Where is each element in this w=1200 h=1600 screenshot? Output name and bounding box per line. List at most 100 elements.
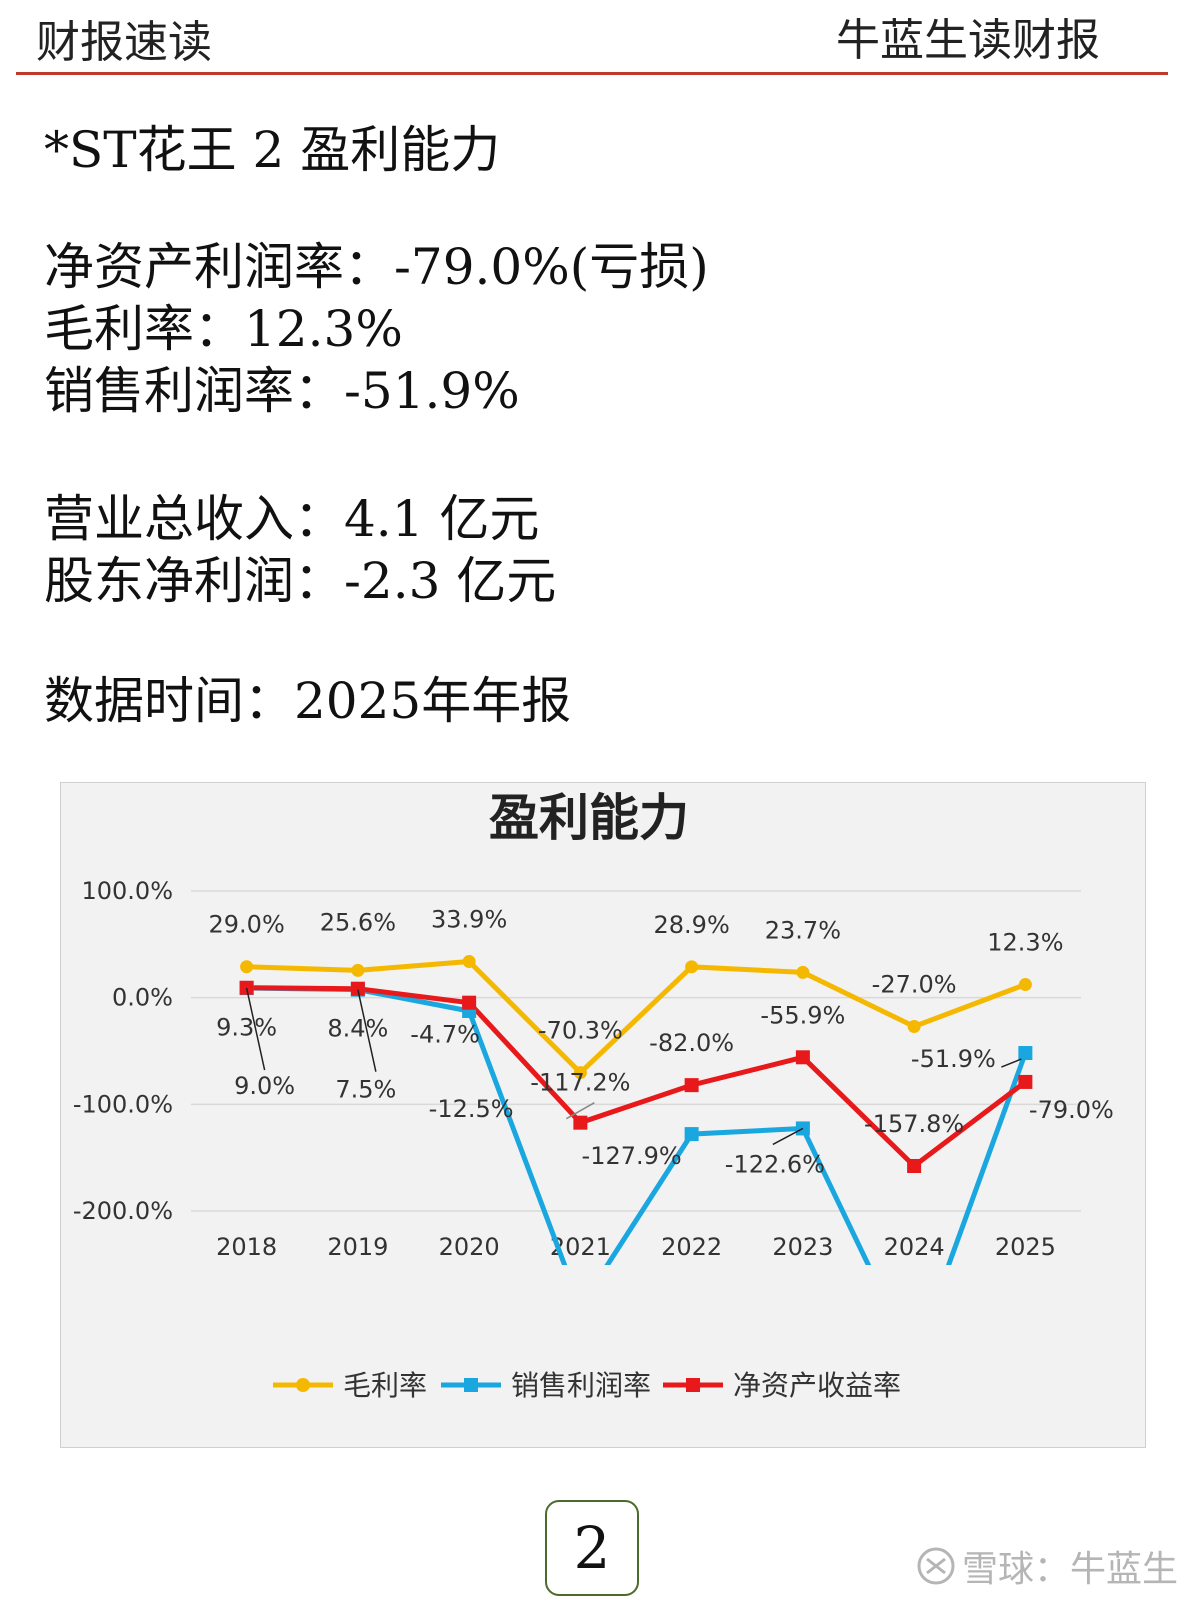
data-label: 12.3% [987,929,1063,957]
legend-marker [296,1378,310,1392]
x-tick-label: 2022 [661,1233,722,1261]
series-marker [351,963,365,977]
chart-markers [239,955,1033,1173]
data-label: -82.0% [649,1029,734,1057]
leader-line [357,989,377,1072]
data-label: 28.9% [654,911,730,939]
net-margin-value: -51.9% [344,362,520,420]
roe-line: 净资产利润率：-79.0%(亏损) [44,236,709,298]
series-line-2 [246,985,1027,1170]
page-number: 2 [545,1500,639,1596]
header-right-title: 牛蓝生读财报 [836,15,1100,66]
series-marker [684,1078,699,1093]
net-profit-value: -2.3 亿元 [344,552,557,610]
data-label: -12.5% [429,1095,514,1123]
page-title: *ST花王 2 盈利能力 [44,121,501,179]
net-margin-line: 销售利润率：-51.9% [44,360,709,422]
data-label: 8.4% [327,1015,388,1043]
page-header: 财报速读 牛蓝生读财报 [0,0,1200,78]
snowball-logo-icon [917,1547,955,1585]
series-marker [1018,978,1032,992]
data-time: 数据时间：2025年年报 [44,670,571,732]
series-marker [573,1066,587,1080]
x-tick-label: 2020 [439,1233,500,1261]
profitability-chart: 盈利能力 100.0% 0.0% -100.0% -200.0% 2018 2019 20… [60,782,1146,1448]
data-time-line: 数据时间：2025年年报 [44,670,571,732]
x-tick-label: 2024 [884,1233,945,1261]
series-marker [907,1158,922,1173]
data-label: -79.0% [1029,1096,1114,1124]
data-label: -127.9% [582,1142,682,1170]
legend-label: 净资产收益率 [733,1369,901,1402]
series-line-1 [246,985,1028,1265]
data-label: -70.3% [538,1017,623,1045]
series-marker [795,1050,810,1065]
chart-data-labels: 29.0% 25.6% 33.9% -70.3% 28.9% 23.7% -27.0% 12.… [209,906,1114,1179]
legend-label: 销售利润率 [511,1369,651,1402]
data-label: 25.6% [320,908,396,936]
series-marker [795,1121,810,1136]
revenue-label: 营业总收入： [44,490,344,548]
x-tick-label: 2023 [772,1233,833,1261]
series-marker [462,955,476,969]
ratio-metrics: 净资产利润率：-79.0%(亏损) 毛利率：12.3% 销售利润率：-51.9% [44,236,709,422]
data-label: 9.3% [216,1014,277,1042]
chart-canvas: 盈利能力 100.0% 0.0% -100.0% -200.0% 2018 2019 20… [73,789,1114,1402]
series-line-0 [246,958,1027,1077]
amount-metrics: 营业总收入：4.1 亿元 股东净利润：-2.3 亿元 [44,488,556,612]
leader-line [1001,1058,1022,1068]
net-profit-line: 股东净利润：-2.3 亿元 [44,550,556,612]
series-marker [240,960,254,974]
gross-margin-line: 毛利率：12.3% [44,298,709,360]
data-label: 29.0% [209,911,285,939]
leader-line [245,987,266,1071]
data-label: -122.6% [725,1150,825,1178]
net-margin-label: 销售利润率： [44,362,344,420]
y-tick-label: 0.0% [112,984,173,1012]
roe-value: -79.0%(亏损) [394,238,709,296]
data-time-label: 数据时间： [44,672,294,730]
watermark: 雪球：牛蓝生 [916,1540,1178,1592]
data-label: 33.9% [431,906,507,934]
gross-margin-value: 12.3% [244,300,403,358]
chart-y-axis: 100.0% 0.0% -100.0% -200.0% [73,877,173,1225]
header-divider [16,72,1168,75]
series-marker [1018,1046,1033,1061]
data-label: -27.0% [872,970,957,998]
revenue-value: 4.1 亿元 [344,490,540,548]
series-marker [573,1115,588,1130]
chart-series [246,958,1028,1265]
leader-line [772,1127,804,1146]
data-label: 23.7% [765,916,841,944]
y-tick-label: 100.0% [81,877,173,905]
series-marker [796,965,810,979]
leader-line [566,1102,595,1120]
series-marker [1018,1074,1033,1089]
x-tick-label: 2025 [995,1233,1056,1261]
chart-title: 盈利能力 [489,789,689,847]
data-label: 9.0% [234,1072,295,1100]
chart-x-axis: 2018 2019 2020 2021 2022 2023 2024 2025 [216,1233,1056,1261]
series-marker [350,981,365,996]
data-label: 7.5% [335,1076,396,1104]
data-time-value: 2025年年报 [294,672,572,730]
watermark-text: 雪球：牛蓝生 [961,1549,1178,1590]
legend-marker [464,1378,478,1392]
revenue-line: 营业总收入：4.1 亿元 [44,488,556,550]
chart-legend: 毛利率 销售利润率 净资产收益率 [273,1369,901,1402]
series-marker [907,1019,921,1033]
series-marker [239,980,254,995]
x-tick-label: 2019 [327,1233,388,1261]
gross-margin-label: 毛利率： [44,300,244,358]
header-left-title: 财报速读 [36,17,212,68]
series-marker [462,995,477,1010]
data-label: -51.9% [911,1045,996,1073]
legend-marker [686,1378,700,1392]
net-profit-label: 股东净利润： [44,552,344,610]
series-marker [685,960,699,974]
data-label: -55.9% [760,1001,845,1029]
legend-label: 毛利率 [343,1369,427,1402]
y-tick-label: -200.0% [73,1197,173,1225]
roe-label: 净资产利润率： [44,238,394,296]
data-label: -4.7% [410,1021,480,1049]
